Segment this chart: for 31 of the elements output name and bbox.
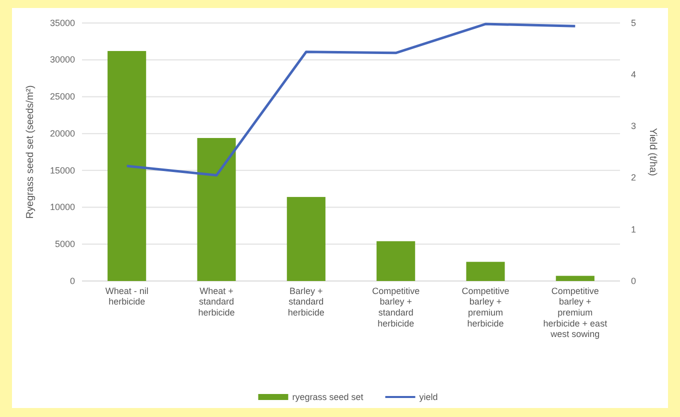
y2-tick-label: 4 — [631, 69, 636, 80]
bar — [556, 276, 594, 281]
y-tick-label: 30000 — [50, 54, 75, 65]
x-tick-label: Wheat + standard herbicide — [198, 286, 235, 318]
line-series — [126, 22, 576, 176]
x-tick-label: Competitive barley + standard herbicide — [372, 286, 420, 328]
bar — [286, 196, 326, 281]
y-axis-title: Ryegrass seed set (seeds/m²) — [25, 85, 36, 219]
y-tick-label: 10000 — [50, 202, 75, 212]
y-tick-label: 15000 — [50, 165, 75, 176]
y-tick-label: 20000 — [50, 128, 75, 138]
y2-axis-title: Yield (t/ha) — [647, 128, 658, 176]
y-tick-label: 25000 — [50, 92, 75, 102]
x-tick-label: Wheat - nil herbicide — [105, 286, 148, 307]
y2-tick-label: 3 — [631, 121, 636, 132]
x-tick-label: Competitive barley + premium herbicide — [462, 286, 510, 328]
bar — [376, 241, 416, 281]
y-tick-label: 35000 — [50, 18, 75, 28]
bar — [108, 51, 146, 281]
x-tick-label: Barley + standard herbicide — [288, 286, 324, 318]
y-tick-label: 0 — [70, 276, 75, 286]
y2-tick-label: 2 — [631, 172, 636, 183]
y2-tick-label: 5 — [631, 18, 636, 28]
bar — [466, 262, 505, 281]
y-tick-label: 5000 — [54, 239, 75, 250]
y2-tick-label: 0 — [631, 276, 636, 286]
bar — [197, 138, 236, 281]
y2-tick-label: 1 — [631, 224, 636, 234]
legend-label: ryegrass seed set — [292, 392, 364, 402]
legend-label: yield — [419, 392, 438, 402]
x-tick-label: Competitive barley + premium herbicide + east west sowing — [543, 286, 608, 340]
